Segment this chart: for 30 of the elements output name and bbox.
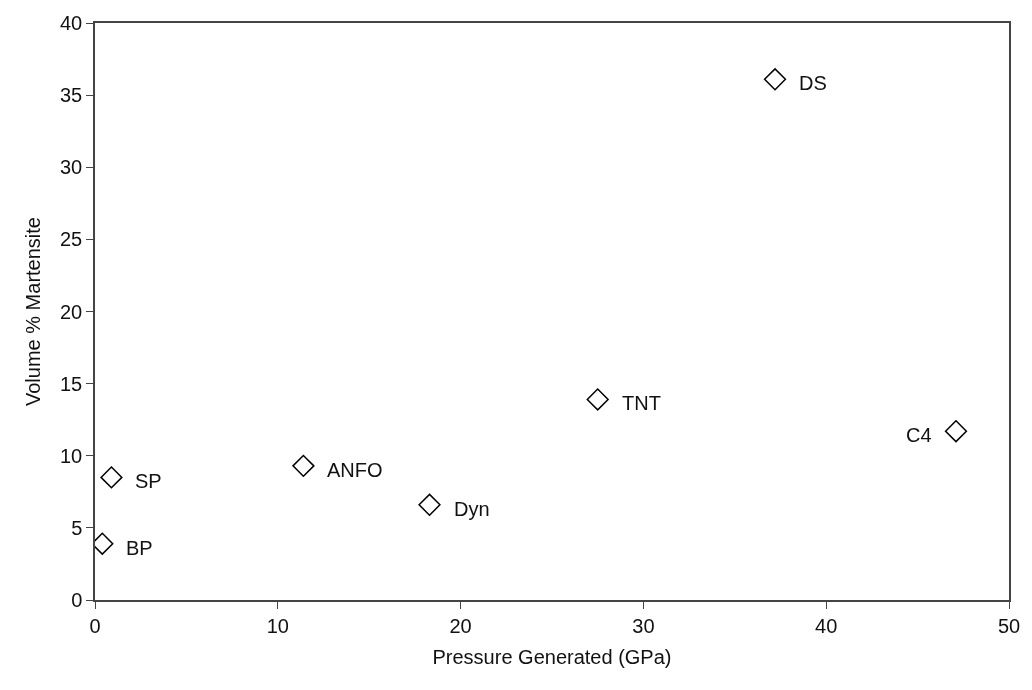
x-tick-label: 50 bbox=[997, 614, 1021, 637]
x-tick-label: 0 bbox=[89, 614, 101, 637]
point bbox=[763, 68, 787, 91]
point bbox=[100, 466, 123, 489]
annotation: C4 bbox=[906, 424, 932, 446]
annotation: ANFO bbox=[327, 459, 383, 481]
y-tick-label: 20 bbox=[60, 300, 83, 323]
x-tick-label: 40 bbox=[815, 614, 838, 637]
x-axis-title: Pressure Generated (GPa) bbox=[432, 645, 672, 668]
x-tick-label: 30 bbox=[632, 614, 655, 637]
y-tick-label: 0 bbox=[71, 589, 83, 611]
y-tick-label: 40 bbox=[60, 12, 83, 34]
point bbox=[586, 388, 609, 411]
point bbox=[292, 454, 315, 477]
annotation: SP bbox=[135, 470, 162, 492]
y-tick-label: 10 bbox=[60, 444, 83, 467]
y-tick-label: 30 bbox=[60, 156, 83, 179]
x-tick-label: 10 bbox=[266, 614, 289, 637]
y-tick-label: 15 bbox=[60, 372, 83, 395]
point bbox=[944, 420, 968, 443]
x-tick-label: 20 bbox=[449, 614, 472, 637]
y-tick-label: 35 bbox=[60, 84, 83, 107]
y-tick-label: 5 bbox=[71, 516, 83, 539]
annotation: DS bbox=[799, 72, 827, 94]
point bbox=[418, 493, 441, 516]
annotation: TNT bbox=[622, 392, 661, 414]
y-axis-title: Volume % Martensite bbox=[22, 217, 44, 406]
y-tick-label: 25 bbox=[60, 228, 83, 251]
annotation: Dyn bbox=[454, 498, 490, 520]
annotation: BP bbox=[126, 537, 153, 559]
